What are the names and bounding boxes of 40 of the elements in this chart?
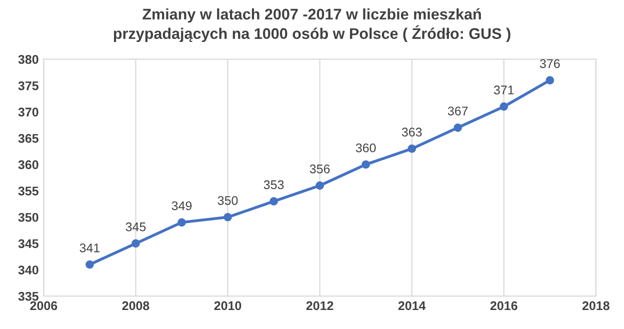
point xyxy=(86,260,94,269)
y-tick-label: 365 xyxy=(18,134,38,143)
point xyxy=(546,76,554,84)
y-tick-label: 360 xyxy=(18,160,38,170)
point xyxy=(178,218,186,227)
x-tick-label: 2012 xyxy=(306,301,334,310)
y-tick-label: 350 xyxy=(18,212,38,222)
x-tick-label: 2008 xyxy=(122,301,150,310)
data-label: 363 xyxy=(402,128,422,137)
chart-title: Zmiany w latach 2007 -2017 w liczbie mieszkań przypadających na 1000 osób w Polsce ( Źródło: GUS ) xyxy=(114,8,510,42)
x-tick-label: 2006 xyxy=(30,301,58,310)
x-tick-label: 2014 xyxy=(398,301,426,310)
point xyxy=(454,123,462,132)
point xyxy=(224,212,232,222)
point xyxy=(316,181,324,190)
y-tick-label: 335 xyxy=(18,292,38,301)
data-label: 371 xyxy=(494,86,514,94)
data-label: 349 xyxy=(172,201,192,210)
x-tick-label: 2010 xyxy=(214,301,242,310)
data-label: 350 xyxy=(218,196,238,205)
y-tick-label: 380 xyxy=(18,55,38,64)
data-label: 360 xyxy=(356,143,376,152)
point xyxy=(500,102,508,111)
y-tick-label: 375 xyxy=(18,81,38,90)
y-tick-label: 355 xyxy=(18,186,38,196)
point xyxy=(132,239,140,248)
y-tick-label: 370 xyxy=(18,108,38,117)
data-label: 353 xyxy=(264,180,284,190)
data-label: 367 xyxy=(448,106,468,116)
data-label: 341 xyxy=(80,243,100,252)
y-tick-label: 340 xyxy=(18,266,38,274)
x-tick-label: 2018 xyxy=(582,301,610,310)
point xyxy=(270,197,278,206)
data-label: 376 xyxy=(540,59,560,68)
point xyxy=(362,160,370,169)
data-label: 356 xyxy=(310,164,330,174)
point xyxy=(408,144,416,153)
x-tick-label: 2016 xyxy=(490,301,518,310)
y-tick-label: 345 xyxy=(18,239,38,248)
data-label: 345 xyxy=(126,222,146,232)
